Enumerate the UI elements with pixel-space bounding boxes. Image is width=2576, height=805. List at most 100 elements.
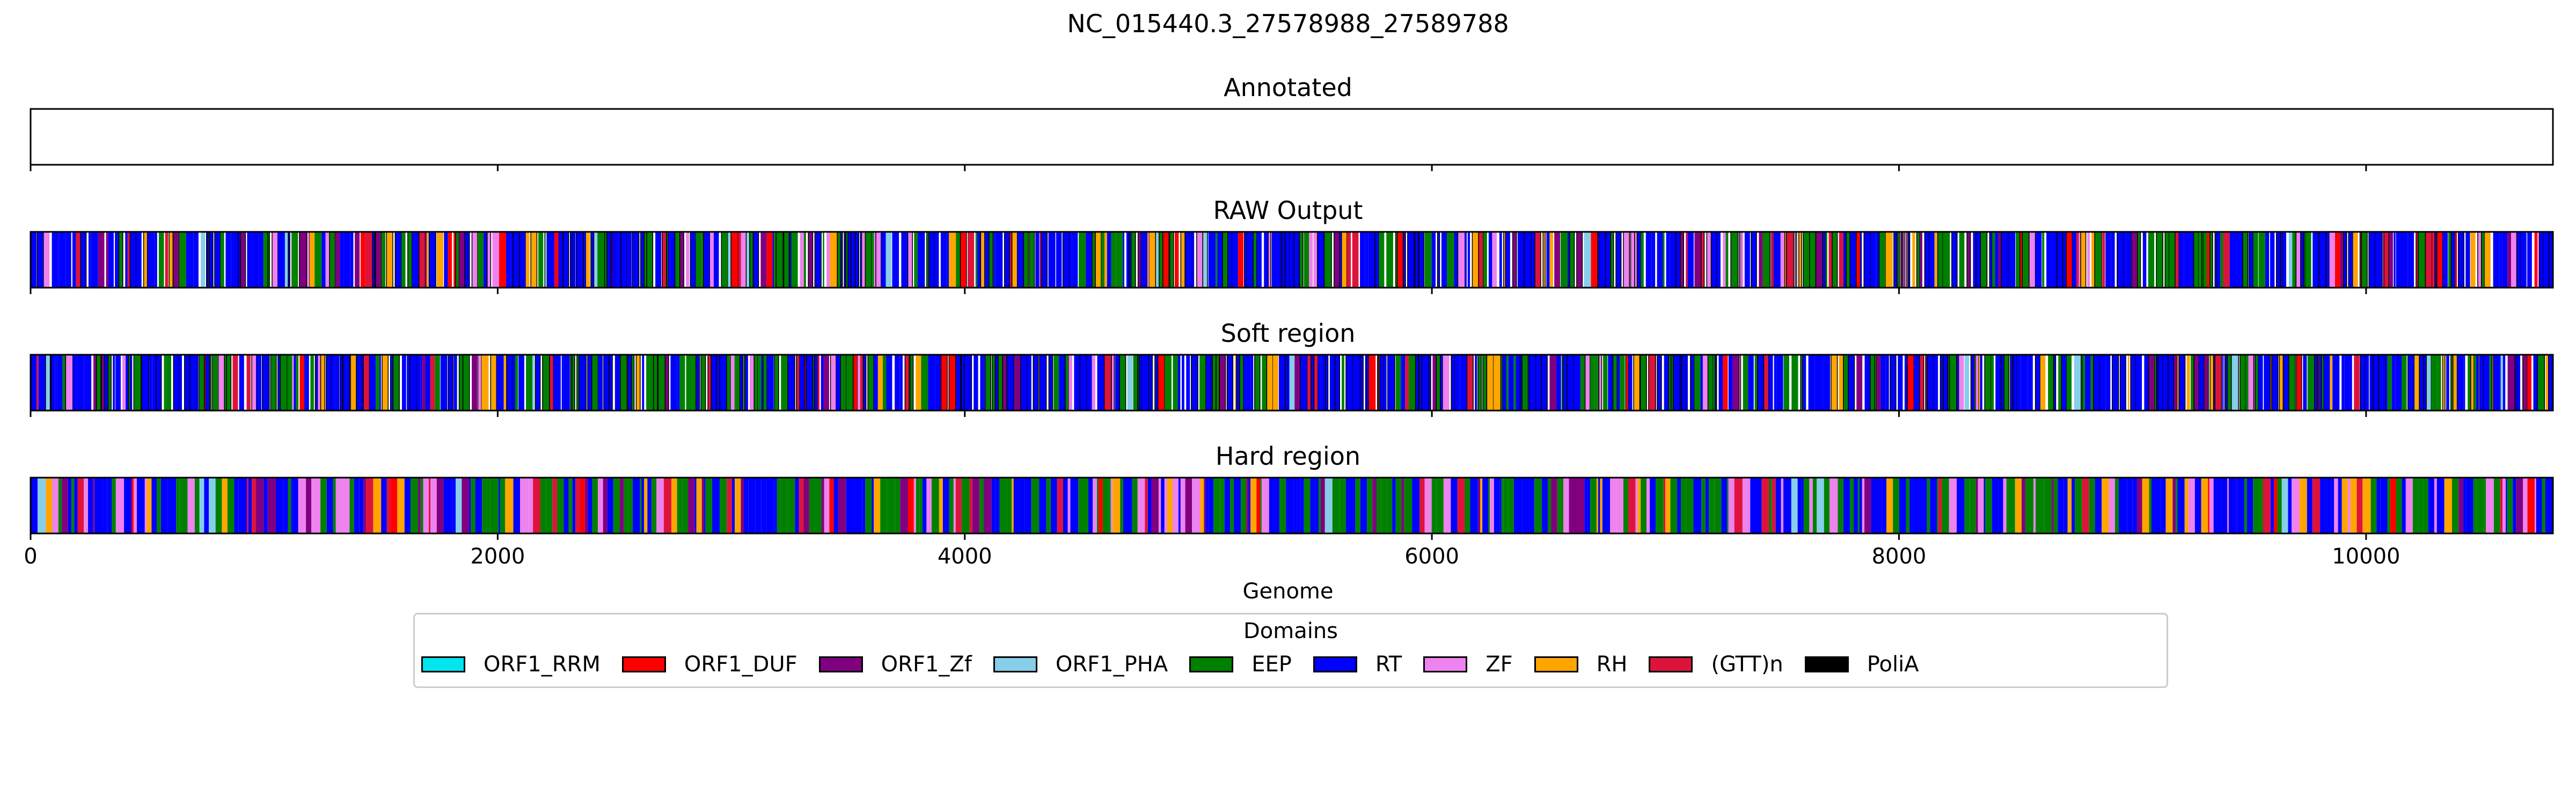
segment	[483, 232, 485, 288]
segment	[935, 355, 941, 411]
segment	[2412, 478, 2418, 533]
segment	[1930, 478, 1935, 533]
segment	[865, 478, 872, 533]
segment	[628, 478, 633, 533]
segment	[579, 354, 587, 411]
segment	[2479, 354, 2484, 411]
segment	[1978, 355, 1980, 411]
segment	[1040, 232, 1042, 288]
segment	[2527, 355, 2531, 411]
segment	[1935, 478, 1937, 533]
segment	[821, 478, 824, 533]
segment	[115, 478, 125, 533]
segment	[2522, 354, 2528, 411]
segment	[734, 355, 740, 411]
segment	[1180, 231, 1185, 288]
legend-label: (GTT)n	[1711, 652, 1783, 677]
segment	[2428, 478, 2434, 533]
panel-2-segments	[31, 354, 2553, 411]
segment	[199, 354, 205, 411]
segment	[127, 232, 130, 288]
segment	[427, 232, 429, 288]
segment	[179, 232, 186, 288]
segment	[2062, 231, 2067, 288]
segment	[1443, 355, 1450, 411]
segment	[436, 232, 443, 288]
segment	[1795, 231, 1797, 288]
segment	[444, 232, 448, 288]
segment	[354, 478, 360, 533]
segment	[136, 232, 142, 288]
segment	[1940, 354, 1944, 411]
segment	[1262, 355, 1267, 411]
segment	[719, 354, 727, 411]
segment	[277, 232, 285, 288]
segment	[2407, 232, 2414, 288]
segment	[2186, 355, 2190, 411]
segment	[1817, 478, 1824, 533]
segment	[31, 478, 38, 533]
panel-frame	[30, 108, 2554, 166]
segment	[572, 478, 576, 533]
segment	[885, 232, 892, 288]
segment	[2235, 478, 2237, 533]
segment	[2248, 355, 2254, 411]
segment	[2448, 232, 2451, 288]
segment	[1482, 354, 1488, 411]
segment	[1236, 354, 1240, 411]
segment	[1576, 231, 1583, 288]
segment	[1264, 232, 1269, 288]
segment	[738, 232, 741, 288]
segment	[1184, 231, 1193, 288]
segment	[2199, 355, 2204, 411]
segment	[314, 354, 319, 411]
segment	[2040, 355, 2046, 411]
segment	[964, 354, 972, 411]
segment	[184, 354, 191, 411]
segment	[720, 478, 723, 533]
segment	[252, 478, 256, 533]
segment	[926, 478, 932, 533]
segment	[948, 354, 956, 411]
segment	[1857, 478, 1860, 533]
segment	[1876, 355, 1881, 411]
segment	[2127, 478, 2133, 533]
segment	[1951, 231, 1958, 288]
segment	[1079, 354, 1088, 411]
segment	[1636, 231, 1642, 288]
segment	[995, 478, 1000, 533]
segment	[1912, 232, 1915, 288]
segment	[2489, 355, 2492, 411]
segment	[647, 478, 652, 533]
segment	[1053, 355, 1059, 411]
segment	[872, 232, 874, 288]
segment	[1008, 478, 1012, 533]
segment	[179, 355, 182, 411]
segment	[741, 478, 744, 533]
segment	[1329, 355, 1335, 411]
segment	[2539, 231, 2544, 288]
segment	[2348, 231, 2354, 288]
segment	[1024, 478, 1031, 533]
segment	[1386, 232, 1393, 288]
segment	[852, 354, 858, 411]
segment	[1517, 232, 1525, 288]
segment	[1217, 232, 1223, 288]
segment	[1477, 478, 1479, 533]
segment	[2217, 232, 2221, 288]
segment	[983, 355, 985, 411]
segment	[2270, 232, 2275, 288]
segment	[2470, 354, 2475, 411]
segment	[1721, 478, 1728, 533]
segment	[838, 478, 846, 533]
segment	[1395, 231, 1398, 288]
segment	[1177, 355, 1181, 411]
segment	[1367, 478, 1373, 533]
segment	[231, 232, 238, 288]
segment	[1670, 232, 1676, 288]
segment	[899, 355, 903, 411]
legend-item: ORF1_RRM	[421, 652, 601, 677]
segment	[96, 354, 101, 411]
segment	[1864, 355, 1870, 411]
segment	[486, 478, 491, 533]
